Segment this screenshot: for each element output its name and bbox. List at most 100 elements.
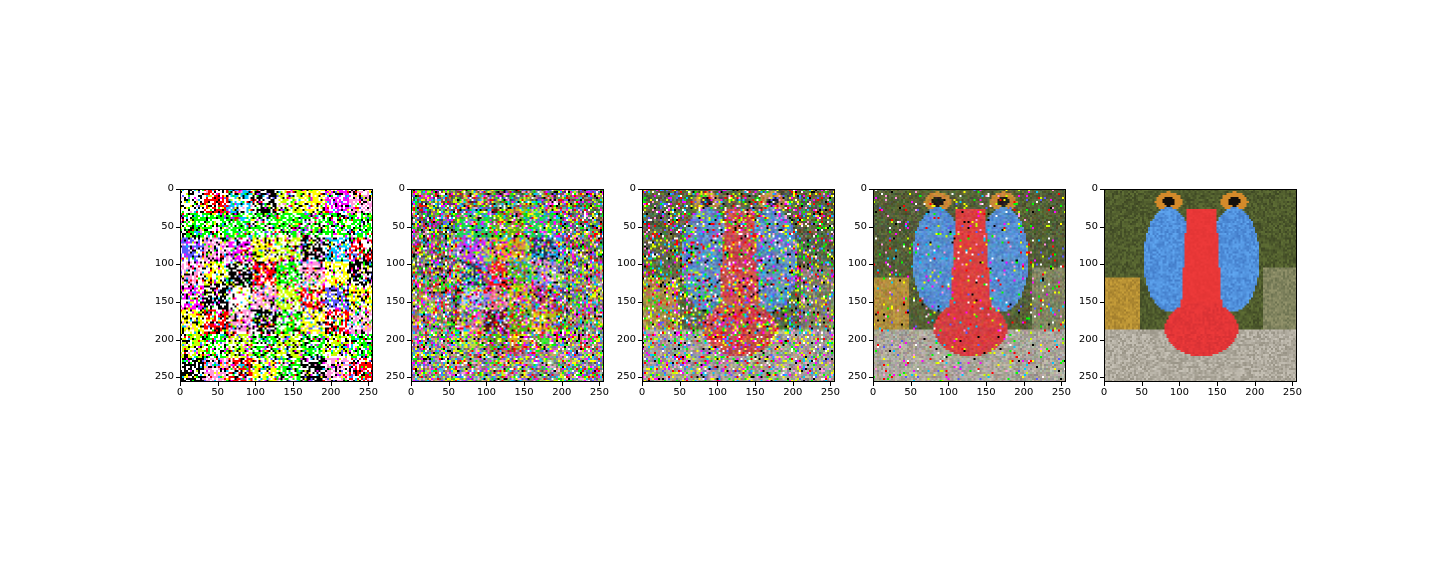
x-tick — [1179, 382, 1181, 386]
image-panel-1 — [180, 189, 373, 382]
y-tick-label: 150 — [385, 296, 405, 308]
x-tick-label: 150 — [745, 387, 765, 398]
y-tick — [869, 264, 873, 266]
y-tick-label: 150 — [616, 296, 636, 308]
y-tick-label: 200 — [616, 333, 636, 345]
mandrill-image-4 — [873, 189, 1066, 382]
y-tick-label: 100 — [154, 258, 174, 270]
x-tick-label: 200 — [783, 387, 803, 398]
x-tick — [873, 382, 874, 386]
x-tick-label: 150 — [1207, 387, 1227, 398]
x-tick — [524, 382, 526, 386]
x-tick — [910, 382, 912, 386]
y-tick — [176, 189, 180, 190]
x-tick-label: 250 — [589, 387, 610, 398]
x-tick — [1141, 382, 1143, 386]
y-tick — [1100, 377, 1104, 379]
x-tick-label: 50 — [1135, 387, 1149, 398]
y-tick — [638, 302, 642, 304]
y-tick-label: 150 — [1078, 296, 1098, 308]
x-tick — [642, 382, 643, 386]
y-tick-label: 200 — [154, 333, 174, 345]
y-tick-label: 200 — [1078, 333, 1098, 345]
y-tick-label: 50 — [161, 220, 174, 232]
y-tick — [638, 339, 642, 341]
image-panel-3 — [642, 189, 835, 382]
y-tick — [869, 339, 873, 341]
y-tick-label: 50 — [392, 220, 405, 232]
y-tick — [176, 377, 180, 379]
x-tick — [561, 382, 563, 386]
y-tick — [407, 226, 411, 228]
y-tick — [1100, 339, 1104, 341]
y-tick-label: 100 — [616, 258, 636, 270]
x-tick-label: 50 — [904, 387, 918, 398]
mandrill-image-1 — [180, 189, 373, 382]
y-tick-label: 250 — [154, 371, 174, 383]
y-tick-label: 150 — [154, 296, 174, 308]
x-tick — [1254, 382, 1256, 386]
x-tick — [368, 382, 370, 386]
x-tick — [330, 382, 332, 386]
y-tick — [1100, 264, 1104, 266]
x-tick — [180, 382, 181, 386]
x-tick-label: 0 — [407, 387, 415, 398]
y-tick-label: 250 — [847, 371, 867, 383]
x-tick — [792, 382, 794, 386]
y-tick-label: 0 — [398, 183, 405, 194]
x-tick-label: 100 — [245, 387, 265, 398]
y-tick-label: 100 — [847, 258, 867, 270]
y-tick-label: 0 — [629, 183, 636, 194]
y-tick-label: 50 — [1085, 220, 1098, 232]
mandrill-image-5 — [1104, 189, 1297, 382]
x-tick-label: 0 — [176, 387, 184, 398]
x-tick — [1061, 382, 1063, 386]
x-tick — [1292, 382, 1294, 386]
x-tick-label: 250 — [358, 387, 379, 398]
image-panel-5 — [1104, 189, 1297, 382]
y-tick — [638, 226, 642, 228]
x-tick-label: 200 — [552, 387, 572, 398]
x-tick-label: 50 — [673, 387, 687, 398]
y-tick — [176, 339, 180, 341]
x-tick-label: 200 — [1014, 387, 1034, 398]
x-tick-label: 0 — [1100, 387, 1108, 398]
x-tick — [830, 382, 832, 386]
y-tick — [407, 264, 411, 266]
y-tick — [407, 189, 411, 190]
x-tick — [755, 382, 757, 386]
y-tick — [176, 226, 180, 228]
x-tick-label: 100 — [938, 387, 958, 398]
mandrill-image-3 — [642, 189, 835, 382]
y-tick — [407, 339, 411, 341]
x-tick-label: 200 — [321, 387, 341, 398]
y-tick-label: 0 — [860, 183, 867, 194]
x-tick-label: 50 — [442, 387, 456, 398]
y-tick — [869, 302, 873, 304]
mandrill-image-2 — [411, 189, 604, 382]
y-tick — [638, 189, 642, 190]
x-tick — [255, 382, 257, 386]
x-tick — [948, 382, 950, 386]
y-tick-label: 250 — [385, 371, 405, 383]
x-tick-label: 150 — [283, 387, 303, 398]
x-tick-label: 250 — [820, 387, 841, 398]
x-tick — [1104, 382, 1105, 386]
x-tick — [217, 382, 219, 386]
y-tick — [1100, 226, 1104, 228]
y-tick — [176, 302, 180, 304]
x-tick-label: 100 — [1169, 387, 1189, 398]
x-tick — [293, 382, 295, 386]
y-tick-label: 0 — [167, 183, 174, 194]
x-tick — [411, 382, 412, 386]
x-tick-label: 100 — [476, 387, 496, 398]
x-tick-label: 0 — [638, 387, 646, 398]
y-tick-label: 250 — [616, 371, 636, 383]
y-tick-label: 100 — [385, 258, 405, 270]
y-tick — [176, 264, 180, 266]
x-tick — [1217, 382, 1219, 386]
y-tick-label: 150 — [847, 296, 867, 308]
x-tick — [486, 382, 488, 386]
x-tick-label: 100 — [707, 387, 727, 398]
